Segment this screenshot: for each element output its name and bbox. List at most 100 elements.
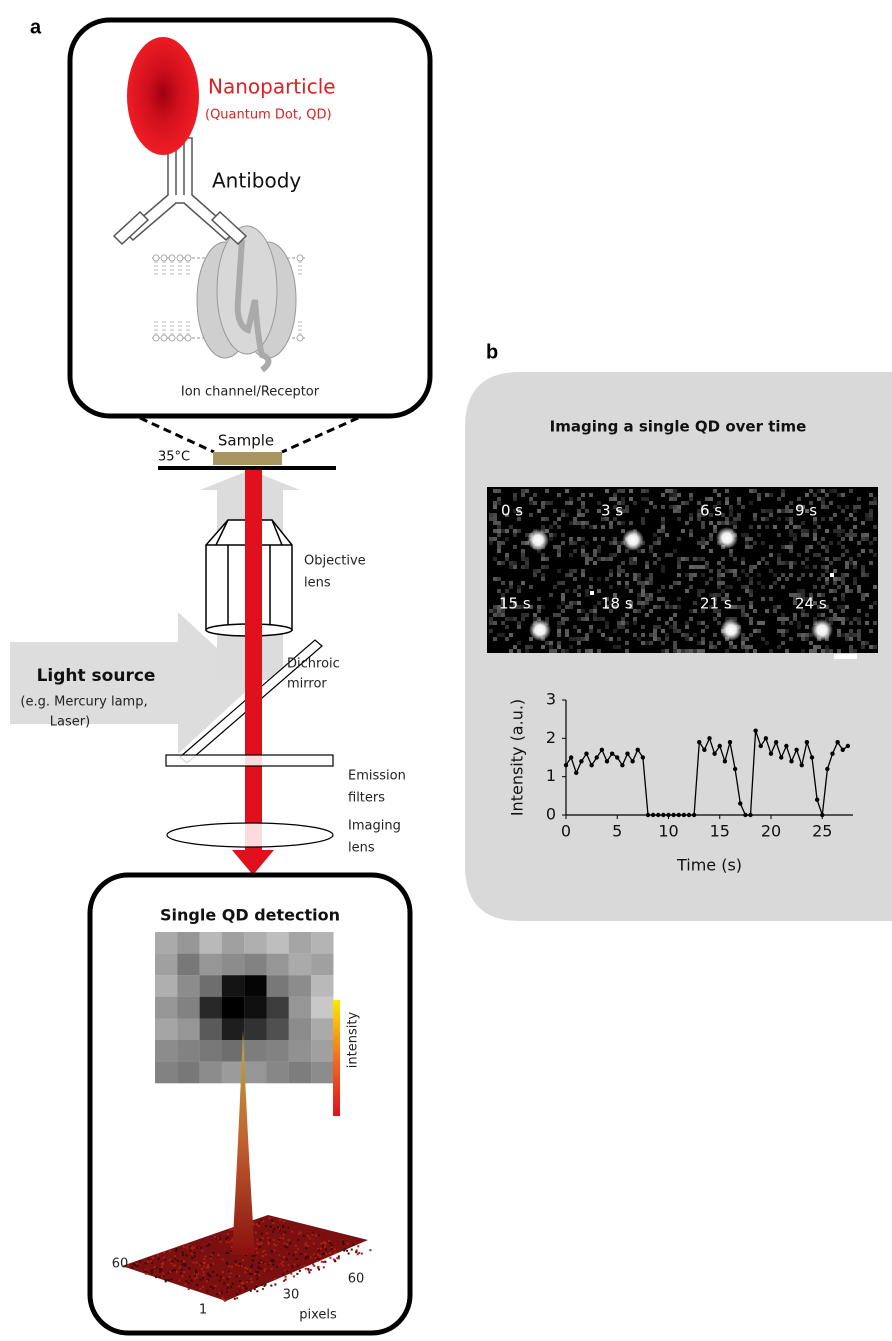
surface-speck [229,1276,231,1278]
surface-speck [305,1256,307,1258]
noise-pixel [837,577,841,581]
noise-pixel [561,649,565,653]
surface-speck [351,1249,353,1251]
noise-pixel [661,585,665,589]
noise-pixel [801,533,805,537]
noise-pixel [697,641,701,645]
surface-speck [338,1258,340,1260]
temperature-label: 35°C [158,450,190,465]
noise-pixel [565,629,569,633]
noise-pixel [609,553,613,557]
surface-speck [348,1253,350,1255]
noise-pixel [821,565,825,569]
noise-pixel [841,529,845,533]
noise-pixel [493,517,497,521]
noise-pixel [741,613,745,617]
noise-pixel [705,565,709,569]
noise-pixel [669,505,673,509]
noise-pixel [749,633,753,637]
noise-pixel [869,509,873,513]
noise-pixel [657,605,661,609]
noise-pixel [785,509,789,513]
surface-speck [238,1285,240,1287]
noise-pixel [617,549,621,553]
noise-pixel [805,529,809,533]
noise-pixel [857,617,861,621]
surface-speck [342,1241,344,1243]
noise-pixel [553,545,557,549]
frame-time: 0 s [501,502,523,520]
noise-pixel [825,565,829,569]
surface-speck [263,1285,265,1287]
noise-pixel [837,605,841,609]
noise-pixel [749,581,753,585]
noise-pixel [837,505,841,509]
noise-pixel [581,521,585,525]
noise-pixel [801,637,805,641]
noise-pixel [749,565,753,569]
noise-pixel [701,537,705,541]
surface-speck [133,1263,135,1265]
noise-pixel [549,593,553,597]
surface-speck [169,1271,171,1273]
surface-speck [318,1268,320,1270]
noise-pixel [677,565,681,569]
noise-pixel [841,493,845,497]
noise-pixel [709,521,713,525]
noise-pixel [677,517,681,521]
noise-pixel [781,573,785,577]
noise-pixel [865,537,869,541]
noise-pixel [649,633,653,637]
noise-pixel [761,621,765,625]
noise-pixel [753,649,757,653]
noise-pixel [821,545,825,549]
noise-pixel [621,621,625,625]
noise-pixel [809,573,813,577]
noise-pixel [861,645,865,649]
surface-speck [307,1245,309,1247]
surface-speck [320,1247,322,1249]
noise-pixel [837,585,841,589]
surface-speck [261,1233,263,1235]
surface-speck [208,1273,210,1275]
noise-pixel [685,625,689,629]
noise-pixel [825,529,829,533]
surface-speck [204,1256,206,1258]
noise-pixel [517,621,521,625]
surface-speck [317,1254,319,1256]
noise-pixel [717,569,721,573]
surface-speck [203,1274,205,1276]
noise-pixel [577,513,581,517]
noise-pixel [745,589,749,593]
surface-speck [250,1290,252,1292]
surface-speck [188,1282,190,1284]
pixel [200,932,222,954]
noise-pixel [561,541,565,545]
noise-pixel [589,577,593,581]
noise-pixel [701,557,705,561]
surface-speck [317,1266,319,1268]
noise-pixel [553,613,557,617]
surface-speck [279,1219,281,1221]
noise-pixel [793,613,797,617]
noise-pixel [693,601,697,605]
noise-pixel [749,617,753,621]
noise-pixel [721,565,725,569]
noise-pixel [609,573,613,577]
noise-pixel [873,501,877,505]
qd-spot [716,527,738,549]
noise-pixel [777,577,781,581]
surface-speck [171,1260,173,1262]
pixel [244,1040,266,1062]
noise-pixel [585,649,589,653]
noise-pixel [537,597,541,601]
noise-pixel [625,649,629,653]
surface-speck [176,1271,178,1273]
noise-pixel [585,557,589,561]
noise-pixel [645,577,649,581]
noise-pixel [709,577,713,581]
noise-pixel [737,501,741,505]
noise-pixel [581,553,585,557]
noise-pixel [653,505,657,509]
noise-pixel [777,517,781,521]
